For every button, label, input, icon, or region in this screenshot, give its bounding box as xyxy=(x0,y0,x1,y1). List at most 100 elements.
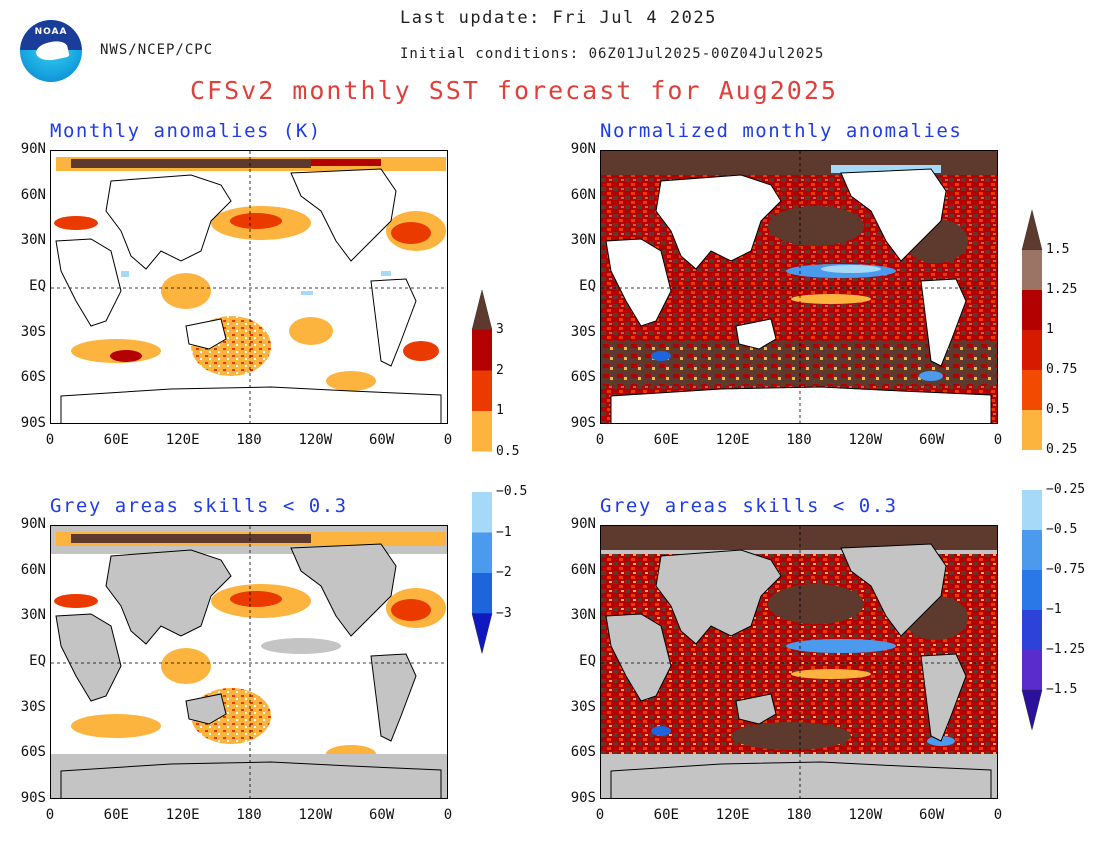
lon-tick-label: 120W xyxy=(298,807,333,823)
colorbar-label: 0.25 xyxy=(1046,442,1078,457)
lon-tick-label: 120E xyxy=(715,432,750,448)
colorbar-label: 1.25 xyxy=(1046,282,1078,297)
map-panel-anomalies-skill xyxy=(50,525,448,799)
lat-tick-label: 60S xyxy=(20,744,46,761)
lon-tick-label: 120E xyxy=(715,807,750,823)
colorbar-label: −2 xyxy=(496,565,512,580)
panel-title-anomalies-skill: Grey areas skills < 0.3 xyxy=(50,495,348,517)
lon-tick-label: 120W xyxy=(848,432,883,448)
lat-tick-label: 60S xyxy=(570,369,596,386)
lat-tick-label: 30N xyxy=(20,232,46,249)
map-svg-anomalies-skill xyxy=(51,526,447,798)
map-svg-normalized xyxy=(601,151,997,423)
lat-tick-label: 90N xyxy=(20,141,46,157)
colorbar-label: −1.25 xyxy=(1046,642,1086,657)
lat-tick-label: 30S xyxy=(20,698,46,715)
map-svg-anomalies xyxy=(51,151,447,423)
colorbar-segment xyxy=(472,330,492,371)
lat-tick-label: 90S xyxy=(570,415,596,431)
panel-title-normalized-skill: Grey areas skills < 0.3 xyxy=(600,495,898,517)
last-update: Last update: Fri Jul 4 2025 xyxy=(400,8,717,28)
lon-tick-label: 180 xyxy=(786,807,812,823)
colorbar-segment xyxy=(1022,410,1042,450)
colorbar-segment xyxy=(1022,610,1042,650)
colorbar-label: −0.5 xyxy=(496,484,528,499)
colorbar-anomalies xyxy=(471,290,493,654)
colorbar-segment xyxy=(1022,570,1042,610)
colorbar-segment xyxy=(472,492,492,533)
lat-tick-label: 30N xyxy=(570,232,596,249)
lon-tick-label: 0 xyxy=(595,807,605,823)
lon-tick-label: 120W xyxy=(848,807,883,823)
colorbar-top-cap xyxy=(471,290,493,331)
lat-tick-label: 60S xyxy=(570,744,596,761)
lat-tick-label: EQ xyxy=(579,278,596,294)
lon-tick-label: 0 xyxy=(443,807,453,823)
lat-tick-label: EQ xyxy=(579,653,596,669)
lon-tick-label: 60W xyxy=(919,807,945,823)
colorbar-segment xyxy=(1022,330,1042,370)
colorbar-segment xyxy=(1022,490,1042,530)
lon-tick-label: 120W xyxy=(298,432,333,448)
colorbar-segment xyxy=(1022,650,1042,690)
lon-tick-label: 60E xyxy=(653,807,679,823)
colorbar-label: −3 xyxy=(496,605,512,621)
colorbar-label: 0.5 xyxy=(1046,402,1070,417)
colorbar-label: −1.5 xyxy=(1046,682,1078,697)
lat-tick-label: 60N xyxy=(20,186,46,203)
lat-tick-label: 30N xyxy=(570,607,596,624)
colorbar-top-cap xyxy=(1021,210,1043,251)
lon-tick-label: 0 xyxy=(45,432,55,448)
lat-tick-label: 90S xyxy=(20,415,46,431)
agency-label: NWS/NCEP/CPC xyxy=(100,42,214,58)
colorbar-label: −0.5 xyxy=(1046,522,1078,537)
colorbar-label: 2 xyxy=(496,362,504,378)
colorbar-label: 1.5 xyxy=(1046,242,1070,257)
panel-title-normalized: Normalized monthly anomalies xyxy=(600,120,963,142)
colorbar-segment xyxy=(1022,290,1042,330)
lat-tick-label: 90S xyxy=(570,790,596,806)
map-panel-normalized xyxy=(600,150,998,424)
lat-tick-label: 90N xyxy=(20,516,46,532)
colorbar-label: 1 xyxy=(1046,322,1054,337)
lon-tick-label: 60W xyxy=(919,432,945,448)
lon-tick-label: 0 xyxy=(993,807,1003,823)
lat-tick-label: 60N xyxy=(570,561,596,578)
lon-tick-label: 180 xyxy=(236,807,262,823)
colorbar-label: −0.75 xyxy=(1046,562,1086,577)
colorbar-bottom-cap xyxy=(471,613,493,654)
colorbar-label: 1 xyxy=(496,403,504,418)
map-svg-normalized-skill xyxy=(601,526,997,798)
main-title: CFSv2 monthly SST forecast for Aug2025 xyxy=(190,76,838,105)
colorbar-segment xyxy=(472,411,492,452)
colorbar-label: 0.75 xyxy=(1046,362,1078,377)
colorbar-label: 0.5 xyxy=(496,443,520,459)
lat-tick-label: 90N xyxy=(570,141,596,157)
lat-tick-label: 90N xyxy=(570,516,596,532)
lat-tick-label: EQ xyxy=(29,653,46,669)
lon-tick-label: 0 xyxy=(443,432,453,448)
colorbar-segment xyxy=(472,532,492,573)
lon-tick-label: 180 xyxy=(786,432,812,448)
colorbar-normalized xyxy=(1021,210,1043,731)
lon-tick-label: 120E xyxy=(165,432,200,448)
colorbar-segment xyxy=(1022,370,1042,410)
map-panel-normalized-skill xyxy=(600,525,998,799)
lat-tick-label: 60N xyxy=(20,561,46,578)
lon-tick-label: 0 xyxy=(595,432,605,448)
panel-title-anomalies: Monthly anomalies (K) xyxy=(50,120,322,142)
lat-tick-label: 30S xyxy=(570,698,596,715)
lon-tick-label: 0 xyxy=(993,432,1003,448)
lat-tick-label: 30S xyxy=(20,323,46,340)
lat-tick-label: EQ xyxy=(29,278,46,294)
lon-tick-label: 60W xyxy=(369,432,395,448)
lon-tick-label: 60E xyxy=(103,432,129,448)
colorbar-segment xyxy=(1022,450,1042,490)
colorbar-bottom-cap xyxy=(1021,689,1043,731)
lon-tick-label: 60E xyxy=(653,432,679,448)
lon-tick-label: 60W xyxy=(369,807,395,823)
colorbar-segment xyxy=(472,573,492,614)
initial-conditions: Initial conditions: 06Z01Jul2025-00Z04Ju… xyxy=(400,46,825,62)
lon-tick-label: 180 xyxy=(236,432,262,448)
lat-tick-label: 90S xyxy=(20,790,46,806)
